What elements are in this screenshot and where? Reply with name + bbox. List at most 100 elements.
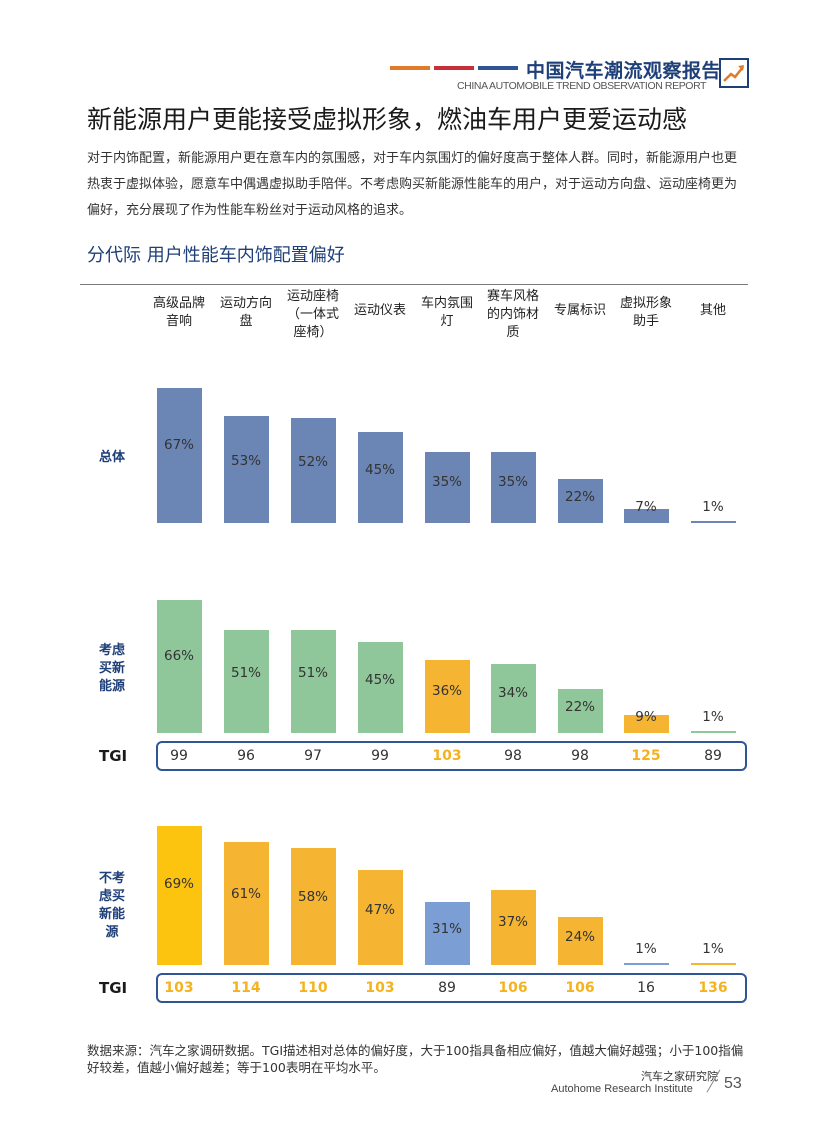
tgi-value: 97 xyxy=(304,748,322,764)
data-label: 51% xyxy=(297,665,328,682)
data-label: 36% xyxy=(431,682,462,699)
tgi-value: 16 xyxy=(637,980,655,996)
category-label-line: 虚拟形象 xyxy=(619,296,672,311)
group-label-line: 能源 xyxy=(98,679,125,694)
data-label: 24% xyxy=(564,928,595,945)
bar xyxy=(557,478,603,523)
bar xyxy=(490,452,536,523)
category-label-line: 质 xyxy=(506,325,520,340)
category-label-line: 盘 xyxy=(239,314,253,329)
tgi-value: 106 xyxy=(498,980,528,996)
data-label: 1% xyxy=(635,941,657,957)
group-label-line: 总体 xyxy=(98,450,125,465)
tgi-value: 98 xyxy=(504,748,522,764)
bar xyxy=(223,415,269,523)
category-label: 高级品牌 音响 xyxy=(141,295,217,331)
data-label: 69% xyxy=(163,876,194,893)
bar xyxy=(690,962,736,965)
bar xyxy=(557,688,603,733)
tgi-box xyxy=(156,973,747,1003)
category-label-line: 专属标识 xyxy=(553,303,606,318)
footer-org-en: Autohome Research Institute xyxy=(551,1083,693,1095)
bar xyxy=(290,417,336,523)
category-label: 车内氛围灯 xyxy=(409,295,485,331)
tgi-value: 114 xyxy=(231,980,261,996)
category-label-line: 运动仪表 xyxy=(353,303,406,318)
group-label-line: 买新 xyxy=(98,661,125,676)
group-label-line: 新能 xyxy=(98,907,125,922)
category-label-line: 的内饰材 xyxy=(486,307,539,322)
tgi-value: 103 xyxy=(365,980,395,996)
group-label-line: 虑买 xyxy=(98,889,125,904)
tgi-label: TGI xyxy=(99,747,128,765)
category-label-line: 运动座椅 xyxy=(286,289,339,304)
header-bar-blue xyxy=(478,66,518,70)
category-label-line: 座椅） xyxy=(293,325,333,340)
bar xyxy=(623,508,669,523)
section-title: 分代际 用户性能车内饰配置偏好 xyxy=(87,245,345,266)
bar xyxy=(223,629,269,733)
data-label: 7% xyxy=(635,499,657,515)
data-label: 35% xyxy=(497,473,528,490)
tgi-box xyxy=(156,741,747,771)
bar xyxy=(690,520,736,523)
tgi-value: 99 xyxy=(371,748,389,764)
category-label: 运动仪表 xyxy=(342,302,418,320)
group-label-line: 源 xyxy=(105,925,119,940)
tgi-value: 103 xyxy=(432,748,462,764)
data-label: 37% xyxy=(497,913,528,930)
bar xyxy=(490,890,536,965)
data-label: 22% xyxy=(564,489,595,506)
page-number: 53 xyxy=(724,1075,742,1092)
bar xyxy=(357,870,403,965)
data-source-footnote: 数据来源：汽车之家调研数据。TGI描述相对总体的偏好度，大于100指具备相应偏好… xyxy=(87,1043,744,1075)
data-label: 31% xyxy=(431,920,462,937)
category-label-line: 助手 xyxy=(632,314,659,329)
bar xyxy=(424,660,470,733)
data-label: 52% xyxy=(297,454,328,471)
tgi-value: 110 xyxy=(298,980,328,996)
tgi-value: 98 xyxy=(571,748,589,764)
category-label-line: 赛车风格 xyxy=(486,289,539,304)
data-label: 1% xyxy=(702,709,724,725)
bar xyxy=(223,841,269,965)
tgi-value: 89 xyxy=(704,748,722,764)
tgi-label: TGI xyxy=(99,979,128,997)
data-label: 35% xyxy=(431,473,462,490)
tgi-value: 106 xyxy=(565,980,595,996)
bar xyxy=(290,629,336,733)
bar xyxy=(156,387,202,523)
report-title: 中国汽车潮流观察报告 xyxy=(526,60,722,82)
page-title: 新能源用户更能接受虚拟形象，燃油车用户更爱运动感 xyxy=(87,105,688,134)
category-label-line: 运动方向 xyxy=(219,296,272,311)
category-label: 虚拟形象 助手 xyxy=(608,295,684,331)
group-label-line: 不考 xyxy=(98,871,125,886)
tgi-value: 96 xyxy=(237,748,255,764)
section-divider xyxy=(80,284,748,285)
tgi-value: 89 xyxy=(438,980,456,996)
trend-chart-icon xyxy=(719,58,749,88)
data-label: 67% xyxy=(163,436,194,453)
bar xyxy=(424,452,470,523)
bar xyxy=(623,962,669,965)
report-subtitle: CHINA AUTOMOBILE TREND OBSERVATION REPOR… xyxy=(457,80,707,92)
category-label-line: 车内氛围 xyxy=(420,296,473,311)
group-label-line: 考虑 xyxy=(98,643,125,658)
data-label: 53% xyxy=(230,452,261,469)
data-label: 9% xyxy=(635,709,657,725)
data-label: 66% xyxy=(163,647,194,664)
group-label: 考虑 买新 能源 xyxy=(82,642,142,696)
bar xyxy=(490,664,536,733)
bar xyxy=(690,730,736,733)
data-label: 22% xyxy=(564,699,595,716)
category-label-line: 音响 xyxy=(165,314,192,329)
bar xyxy=(156,599,202,733)
bar xyxy=(357,642,403,733)
tgi-value: 125 xyxy=(631,748,661,764)
group-label: 总体 xyxy=(82,449,142,467)
category-label-line: 其他 xyxy=(699,303,726,318)
data-label: 45% xyxy=(364,672,395,689)
category-label: 赛车风格 的内饰材质 xyxy=(475,288,551,342)
data-label: 34% xyxy=(497,685,528,702)
group-label: 不考 虑买 新能源 xyxy=(82,870,142,942)
